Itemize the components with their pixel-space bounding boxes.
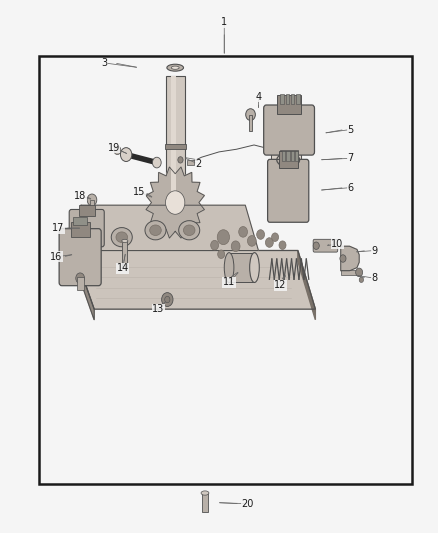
Circle shape: [265, 238, 273, 247]
Text: 20: 20: [241, 499, 254, 508]
Ellipse shape: [122, 239, 128, 243]
Ellipse shape: [184, 225, 195, 236]
Circle shape: [359, 277, 364, 282]
Bar: [122, 241, 127, 268]
Circle shape: [87, 194, 97, 206]
Bar: [171, 76, 176, 204]
Bar: [39, 56, 412, 484]
Circle shape: [211, 240, 219, 250]
Text: 1: 1: [221, 18, 227, 27]
Bar: [291, 94, 294, 104]
Polygon shape: [298, 251, 315, 320]
Circle shape: [313, 242, 319, 249]
Text: 4: 4: [255, 92, 261, 102]
Ellipse shape: [111, 228, 132, 247]
Circle shape: [114, 146, 121, 155]
Text: 15: 15: [133, 187, 145, 197]
Bar: [166, 76, 185, 204]
FancyBboxPatch shape: [59, 229, 101, 286]
Bar: [249, 115, 252, 131]
FancyBboxPatch shape: [268, 159, 309, 222]
Text: 8: 8: [371, 273, 378, 283]
Bar: [279, 151, 298, 168]
Circle shape: [178, 157, 183, 163]
Bar: [291, 151, 294, 161]
Bar: [286, 151, 290, 161]
Text: 19: 19: [108, 143, 120, 152]
Polygon shape: [81, 205, 258, 251]
Circle shape: [239, 227, 247, 237]
Bar: [73, 217, 87, 225]
Text: 6: 6: [347, 183, 353, 192]
Circle shape: [76, 273, 85, 284]
Bar: [280, 94, 284, 104]
Ellipse shape: [224, 253, 234, 282]
Ellipse shape: [150, 225, 161, 236]
Circle shape: [120, 148, 132, 161]
Bar: [286, 94, 289, 104]
Polygon shape: [271, 112, 307, 213]
Ellipse shape: [250, 253, 259, 282]
Ellipse shape: [145, 221, 166, 240]
Circle shape: [152, 157, 161, 168]
Bar: [77, 277, 84, 290]
Ellipse shape: [167, 64, 184, 71]
Bar: [341, 270, 358, 275]
Circle shape: [246, 109, 255, 120]
Polygon shape: [74, 251, 94, 320]
Bar: [295, 151, 298, 161]
Text: 14: 14: [117, 263, 129, 273]
Bar: [202, 493, 208, 512]
Ellipse shape: [116, 232, 127, 243]
Circle shape: [166, 191, 185, 214]
Polygon shape: [341, 246, 359, 271]
Text: 11: 11: [223, 278, 235, 287]
Text: 16: 16: [50, 252, 62, 262]
Bar: [296, 94, 300, 104]
FancyBboxPatch shape: [313, 239, 338, 252]
Bar: [71, 222, 90, 237]
Bar: [90, 200, 94, 210]
Bar: [282, 151, 285, 161]
Circle shape: [356, 268, 363, 277]
Text: 18: 18: [74, 191, 86, 201]
Circle shape: [217, 230, 230, 245]
Text: 10: 10: [331, 239, 343, 248]
Circle shape: [165, 296, 170, 303]
FancyBboxPatch shape: [69, 209, 104, 247]
Text: 3: 3: [101, 58, 107, 68]
Bar: [165, 144, 186, 149]
Circle shape: [231, 241, 240, 252]
Circle shape: [279, 241, 286, 249]
Ellipse shape: [201, 491, 209, 495]
Bar: [229, 253, 254, 282]
Bar: [79, 205, 95, 216]
Text: 12: 12: [274, 280, 286, 290]
FancyBboxPatch shape: [264, 105, 314, 155]
Circle shape: [218, 250, 225, 259]
Bar: [280, 150, 298, 156]
Circle shape: [272, 233, 279, 241]
Text: 9: 9: [371, 246, 378, 255]
Ellipse shape: [179, 221, 200, 240]
Circle shape: [257, 230, 265, 239]
Bar: [187, 160, 194, 165]
Polygon shape: [146, 167, 205, 238]
Text: 17: 17: [52, 223, 64, 233]
Bar: [277, 95, 301, 114]
Text: 5: 5: [347, 125, 353, 134]
Circle shape: [162, 293, 173, 306]
Text: 2: 2: [195, 159, 201, 169]
Ellipse shape: [171, 66, 179, 69]
Polygon shape: [74, 251, 315, 309]
Bar: [161, 199, 189, 207]
Circle shape: [247, 236, 256, 246]
Text: 13: 13: [152, 304, 165, 314]
Ellipse shape: [280, 155, 296, 165]
Circle shape: [340, 255, 346, 262]
Text: 7: 7: [347, 154, 353, 163]
